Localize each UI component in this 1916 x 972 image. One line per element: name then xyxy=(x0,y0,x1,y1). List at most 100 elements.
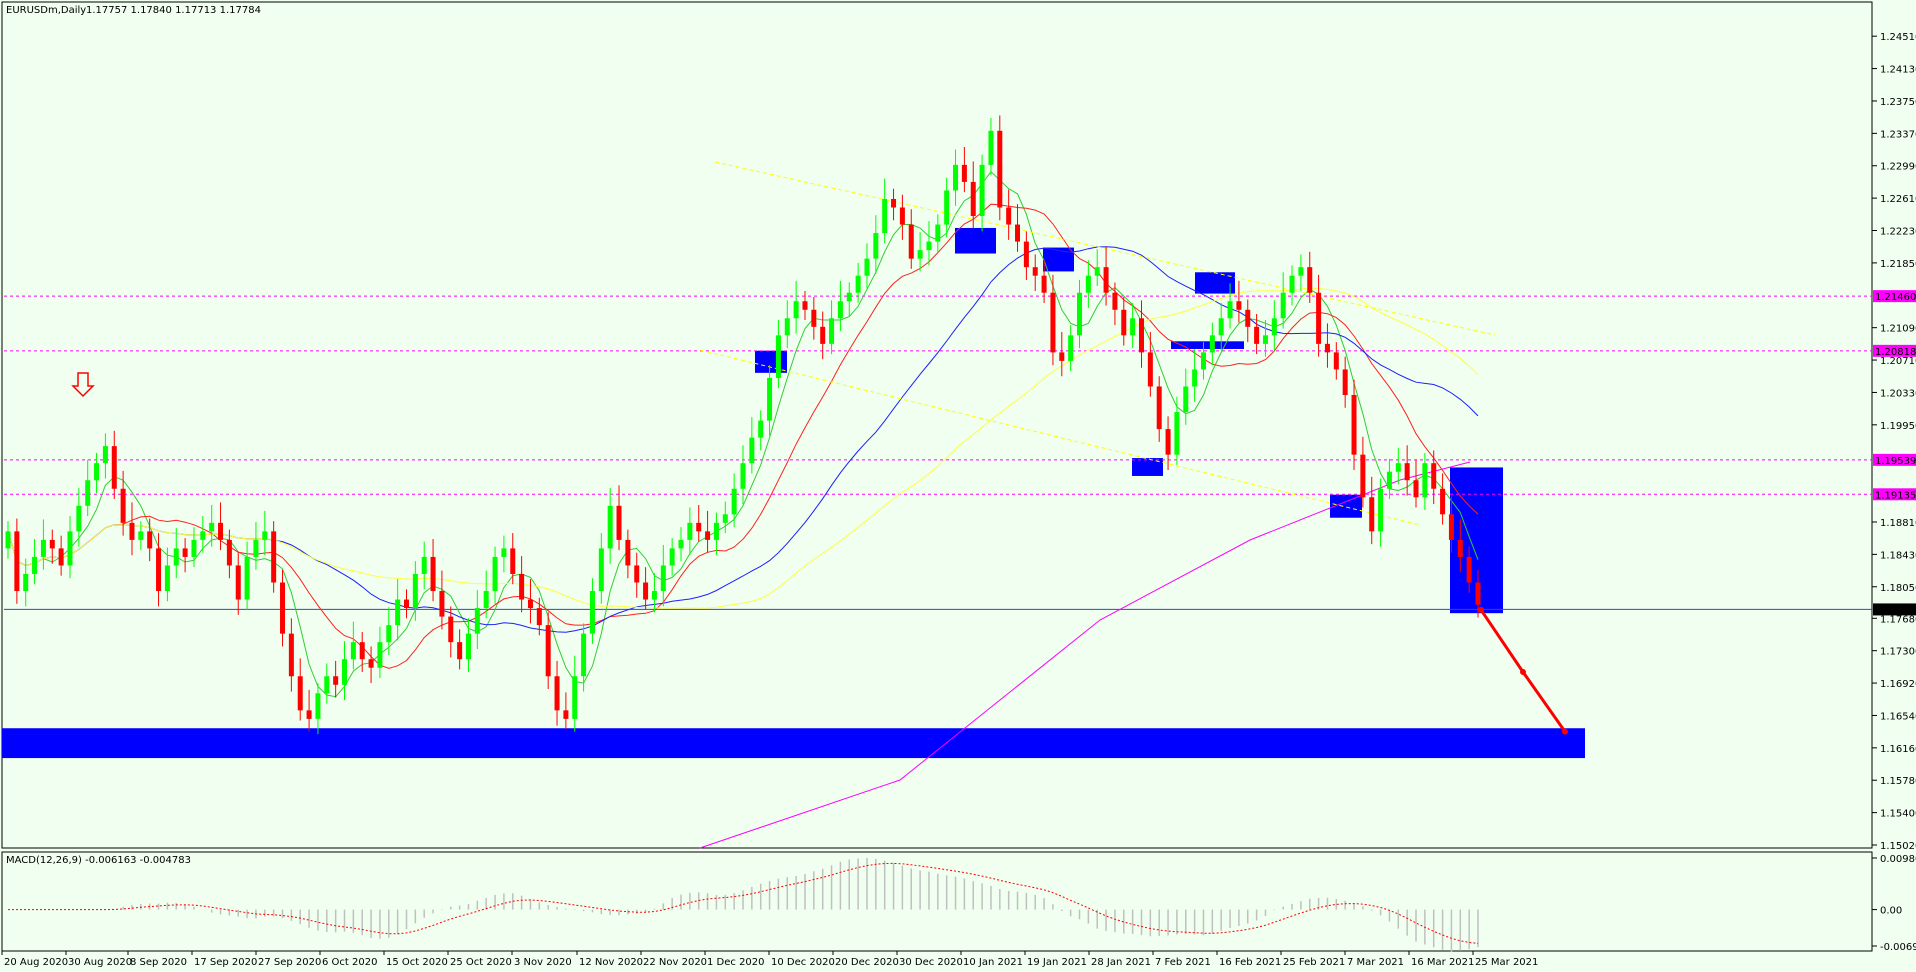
candle-body xyxy=(457,642,463,660)
level-label: 1.19135 xyxy=(1875,490,1916,501)
candle-body xyxy=(846,292,852,302)
candle-body xyxy=(324,676,330,694)
candle-body xyxy=(147,531,153,549)
order-block xyxy=(1043,247,1074,272)
macd-tick-label: -0.006923 xyxy=(1880,942,1916,953)
candle-body xyxy=(1289,275,1295,293)
order-block xyxy=(1330,494,1362,518)
candle-body xyxy=(386,625,392,643)
price-tick-label: 1.24130 xyxy=(1880,65,1916,76)
candle-body xyxy=(359,642,365,660)
candle-body xyxy=(1333,352,1339,370)
candle-body xyxy=(315,693,321,719)
candle-body xyxy=(1068,335,1074,361)
candle-body xyxy=(572,676,578,719)
candle-body xyxy=(961,164,967,182)
price-tick-label: 1.20710 xyxy=(1880,356,1916,367)
price-tick-label: 1.22990 xyxy=(1880,162,1916,173)
candle-body xyxy=(643,582,649,600)
candle-body xyxy=(811,309,817,327)
candle-body xyxy=(94,463,100,481)
candle-body xyxy=(58,548,64,566)
ma-200-line xyxy=(699,461,1471,849)
candle-body xyxy=(262,531,268,540)
candle-body xyxy=(1386,471,1392,489)
projection-point xyxy=(1562,728,1568,735)
order-block xyxy=(955,227,996,254)
trendline xyxy=(699,349,1421,526)
order-block xyxy=(1132,458,1163,476)
time-tick-label: 19 Jan 2021 xyxy=(1027,957,1087,968)
candle-body xyxy=(368,659,374,668)
candle-body xyxy=(988,130,994,165)
time-tick-label: 27 Sep 2020 xyxy=(258,957,321,968)
candle-body xyxy=(1209,335,1215,353)
candle-body xyxy=(970,181,976,217)
price-tick-label: 1.21850 xyxy=(1880,259,1916,270)
candle-body xyxy=(49,539,55,549)
candle-body xyxy=(926,241,932,251)
candle-body xyxy=(377,642,383,668)
candle-body xyxy=(1448,514,1454,540)
candle-body xyxy=(218,522,224,540)
price-tick-label: 1.24510 xyxy=(1880,32,1916,43)
candle-body xyxy=(1077,292,1083,336)
time-tick-label: 15 Oct 2020 xyxy=(386,957,448,968)
price-tick-label: 1.17300 xyxy=(1880,647,1916,658)
candle-body xyxy=(1342,369,1348,395)
candle-body xyxy=(1351,395,1357,455)
candle-body xyxy=(501,548,507,557)
candle-body xyxy=(439,591,445,617)
candle-body xyxy=(687,522,693,540)
time-tick-label: 1 Dec 2020 xyxy=(707,957,765,968)
candle-body xyxy=(474,608,480,634)
candle-body xyxy=(1192,369,1198,387)
candle-body xyxy=(226,539,232,566)
price-tick-label: 1.17680 xyxy=(1880,614,1916,625)
candle-body xyxy=(342,659,348,685)
candle-body xyxy=(297,676,303,711)
price-tick-label: 1.16160 xyxy=(1880,744,1916,755)
candle-body xyxy=(1378,488,1384,532)
candle-body xyxy=(1138,318,1144,353)
candle-body xyxy=(1006,207,1012,225)
order-block xyxy=(1171,341,1244,349)
candle-body xyxy=(32,556,38,574)
candle-body xyxy=(979,164,985,217)
candle-body xyxy=(793,301,799,319)
candle-body xyxy=(722,514,728,523)
candle-body xyxy=(829,318,835,344)
candle-body xyxy=(1130,318,1136,336)
candle-body xyxy=(111,446,117,489)
candle-body xyxy=(1254,326,1260,344)
candle-body xyxy=(873,233,879,259)
level-label: 1.20818 xyxy=(1875,347,1916,358)
price-tick-label: 1.18430 xyxy=(1880,550,1916,561)
candle-body xyxy=(1227,301,1233,319)
price-tick-label: 1.22610 xyxy=(1880,194,1916,205)
candle-body xyxy=(864,258,870,276)
candle-body xyxy=(882,198,888,234)
candle-body xyxy=(448,616,454,643)
symbol-label: EURUSDm,Daily xyxy=(6,5,86,16)
candle-body xyxy=(953,164,959,191)
candle-body xyxy=(430,556,436,592)
candle-body xyxy=(156,548,162,592)
candle-body xyxy=(1094,267,1100,276)
order-block xyxy=(1195,272,1235,294)
level-label: 1.19539 xyxy=(1875,456,1916,467)
candle-body xyxy=(1316,292,1322,344)
candle-body xyxy=(944,190,950,225)
candle-body xyxy=(1395,463,1401,472)
trendline xyxy=(714,161,1496,336)
candle-body xyxy=(1032,267,1038,276)
candle-body xyxy=(120,488,126,523)
candle-body xyxy=(678,539,684,549)
price-tick-label: 1.18050 xyxy=(1880,583,1916,594)
candle-body xyxy=(102,446,108,464)
candle-body xyxy=(554,676,560,711)
time-tick-label: 7 Feb 2021 xyxy=(1155,957,1211,968)
